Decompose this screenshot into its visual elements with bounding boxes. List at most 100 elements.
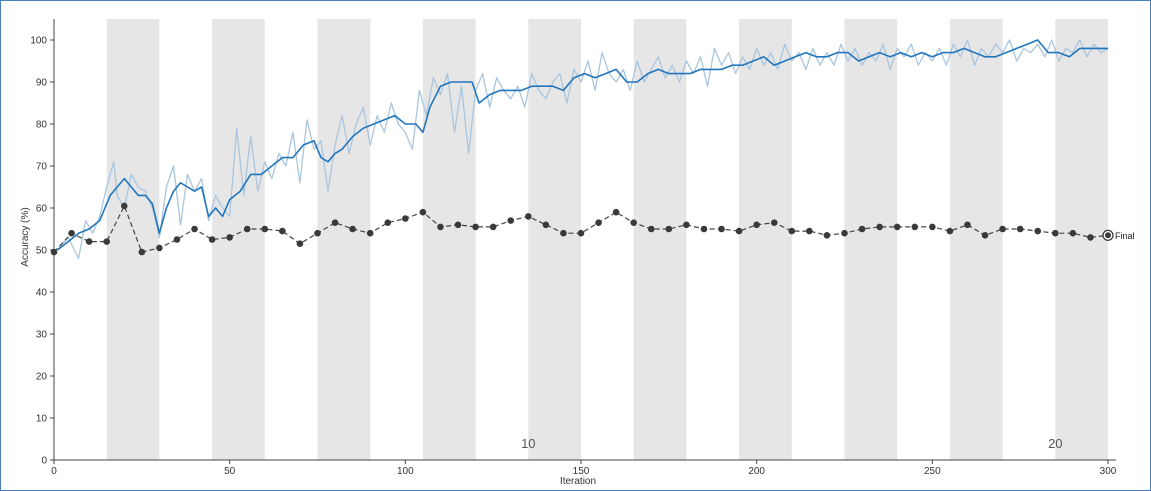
validation-point xyxy=(753,221,760,229)
validation-point xyxy=(1016,225,1024,233)
validation-point xyxy=(85,238,93,245)
validation-point xyxy=(841,229,848,237)
validation-point xyxy=(173,236,181,243)
validation-point xyxy=(911,223,919,231)
validation-point xyxy=(718,225,725,233)
validation-point xyxy=(806,227,813,235)
validation-point xyxy=(472,223,479,231)
epoch-label: 10 xyxy=(521,436,535,451)
validation-point xyxy=(349,225,356,233)
validation-point xyxy=(858,225,866,233)
x-tick-label: 50 xyxy=(224,466,236,477)
epoch-band xyxy=(528,19,581,460)
validation-point xyxy=(1052,229,1059,237)
y-axis-title: Accuracy (%) xyxy=(20,207,31,266)
validation-point xyxy=(665,225,673,233)
validation-point xyxy=(120,202,128,210)
epoch-band xyxy=(739,19,792,460)
validation-point xyxy=(981,232,989,239)
validation-point xyxy=(331,219,339,226)
validation-point xyxy=(999,225,1006,233)
validation-point xyxy=(525,213,532,220)
y-tick-label: 100 xyxy=(30,36,47,47)
final-marker xyxy=(1105,232,1111,239)
training-raw-line xyxy=(57,39,1109,260)
validation-point xyxy=(735,227,743,235)
epoch-band xyxy=(106,19,160,460)
validation-point xyxy=(314,229,321,237)
y-tick-label: 70 xyxy=(36,162,48,173)
y-tick-label: 80 xyxy=(36,120,48,131)
y-tick-label: 90 xyxy=(36,78,48,89)
validation-point xyxy=(261,225,269,233)
validation-point xyxy=(683,221,690,229)
validation-point xyxy=(577,229,585,237)
epoch-band xyxy=(317,19,371,460)
epoch-labels: 10 20 xyxy=(521,436,1062,451)
validation-point xyxy=(1087,234,1094,241)
validation-point xyxy=(489,223,497,231)
y-tick-label: 60 xyxy=(36,204,48,215)
validation-point xyxy=(419,208,427,216)
validation-point xyxy=(1069,229,1077,237)
validation-point xyxy=(612,208,620,216)
validation-point xyxy=(226,234,233,241)
validation-point xyxy=(823,232,831,239)
validation-point xyxy=(366,229,374,237)
validation-point xyxy=(402,215,409,222)
validation-point xyxy=(68,229,75,237)
x-tick-label: 0 xyxy=(51,466,57,477)
training-smoothed-line xyxy=(57,39,1108,251)
y-tick-label: 20 xyxy=(36,372,48,383)
validation-point xyxy=(279,227,286,235)
x-tick-label: 150 xyxy=(573,466,590,477)
validation-point xyxy=(929,223,936,231)
epoch-bands xyxy=(106,19,1108,460)
training-raw-series xyxy=(57,39,1109,260)
validation-point xyxy=(208,236,216,243)
validation-point xyxy=(788,227,796,235)
validation-point xyxy=(595,219,602,226)
epoch-band xyxy=(1055,19,1108,460)
validation-point xyxy=(876,223,883,231)
x-tick-label: 300 xyxy=(1100,466,1117,477)
validation-point xyxy=(454,221,462,229)
y-tick-label: 10 xyxy=(36,414,48,425)
validation-point xyxy=(507,217,515,224)
validation-point xyxy=(770,219,778,226)
validation-point xyxy=(700,225,708,233)
validation-point xyxy=(103,238,110,245)
x-tick-label: 200 xyxy=(748,466,765,477)
validation-point xyxy=(560,229,567,237)
x-tick-label: 100 xyxy=(397,466,414,477)
axes: 0 10 20 30 40 50 60 70 80 90 100 0 50 100 150 200 250 300 xyxy=(30,19,1117,477)
validation-point xyxy=(437,223,444,231)
validation-point xyxy=(964,221,971,229)
x-axis-title: Iteration xyxy=(560,476,596,487)
final-label: Final xyxy=(1115,231,1135,241)
validation-point xyxy=(156,244,163,252)
validation-point xyxy=(946,227,954,235)
y-tick-label: 40 xyxy=(36,288,48,299)
validation-point xyxy=(542,221,550,229)
validation-point xyxy=(191,225,198,233)
validation-point xyxy=(630,219,637,226)
validation-series: Final xyxy=(50,202,1135,256)
y-tick-label: 0 xyxy=(41,456,47,467)
epoch-band xyxy=(633,19,687,460)
epoch-label: 20 xyxy=(1048,436,1062,451)
validation-point xyxy=(1034,227,1042,235)
validation-point xyxy=(296,240,304,247)
validation-point xyxy=(50,248,58,256)
validation-point xyxy=(893,223,901,231)
epoch-band xyxy=(844,19,898,460)
validation-point xyxy=(138,248,146,256)
validation-point xyxy=(384,219,392,226)
epoch-band xyxy=(949,19,1003,460)
epoch-band xyxy=(212,19,265,460)
y-tick-label: 50 xyxy=(36,246,48,257)
validation-point xyxy=(243,225,251,233)
training-smoothed-series xyxy=(57,39,1108,251)
